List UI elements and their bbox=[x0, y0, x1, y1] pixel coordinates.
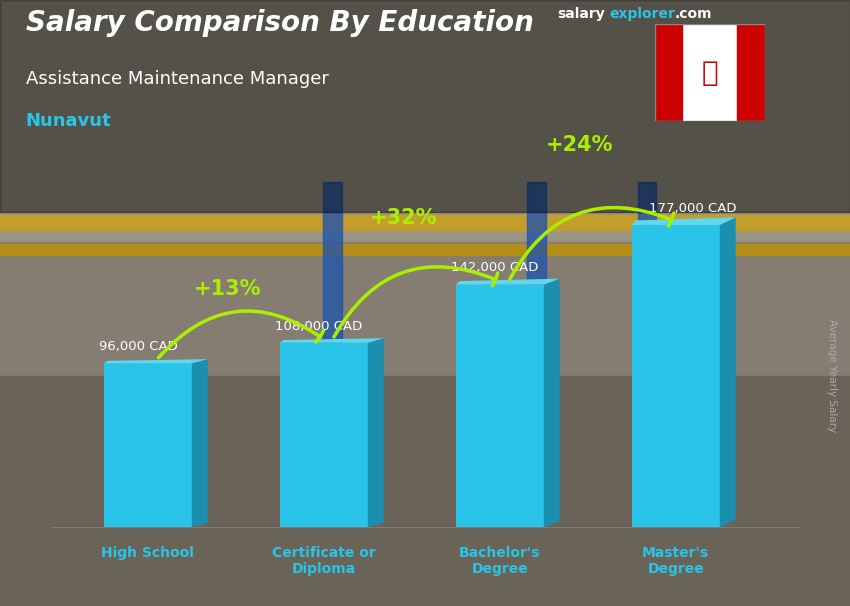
Text: +32%: +32% bbox=[369, 208, 437, 228]
Text: 142,000 CAD: 142,000 CAD bbox=[450, 261, 538, 275]
Bar bbox=[654, 24, 682, 121]
Text: +13%: +13% bbox=[193, 279, 261, 299]
Polygon shape bbox=[104, 359, 207, 363]
Bar bbox=[0, 244, 850, 255]
Polygon shape bbox=[544, 279, 559, 527]
Polygon shape bbox=[368, 338, 383, 527]
Bar bbox=[527, 182, 546, 515]
Polygon shape bbox=[192, 359, 207, 527]
Text: explorer: explorer bbox=[609, 7, 675, 21]
Bar bbox=[0, 0, 850, 212]
Bar bbox=[0, 0, 850, 273]
Text: salary: salary bbox=[557, 7, 604, 21]
Bar bbox=[0, 215, 850, 230]
Text: Assistance Maintenance Manager: Assistance Maintenance Manager bbox=[26, 70, 328, 88]
Bar bbox=[323, 182, 342, 515]
Text: Average Yearly Salary: Average Yearly Salary bbox=[827, 319, 837, 432]
Text: Nunavut: Nunavut bbox=[26, 112, 111, 130]
Text: 96,000 CAD: 96,000 CAD bbox=[99, 340, 178, 353]
Polygon shape bbox=[456, 279, 559, 285]
Bar bbox=[638, 182, 656, 515]
Bar bbox=[104, 363, 192, 527]
Polygon shape bbox=[632, 218, 735, 225]
Text: 🍁: 🍁 bbox=[701, 59, 718, 87]
Text: 108,000 CAD: 108,000 CAD bbox=[275, 319, 362, 333]
Bar bbox=[0, 242, 850, 394]
Bar bbox=[456, 285, 544, 527]
Bar bbox=[0, 376, 850, 606]
Text: .com: .com bbox=[675, 7, 712, 21]
Bar bbox=[737, 24, 765, 121]
Bar bbox=[632, 225, 720, 527]
Text: 177,000 CAD: 177,000 CAD bbox=[649, 202, 737, 215]
Polygon shape bbox=[720, 218, 735, 527]
Bar bbox=[280, 343, 368, 527]
Text: +24%: +24% bbox=[545, 135, 613, 155]
Text: Salary Comparison By Education: Salary Comparison By Education bbox=[26, 9, 534, 37]
Polygon shape bbox=[280, 338, 383, 343]
